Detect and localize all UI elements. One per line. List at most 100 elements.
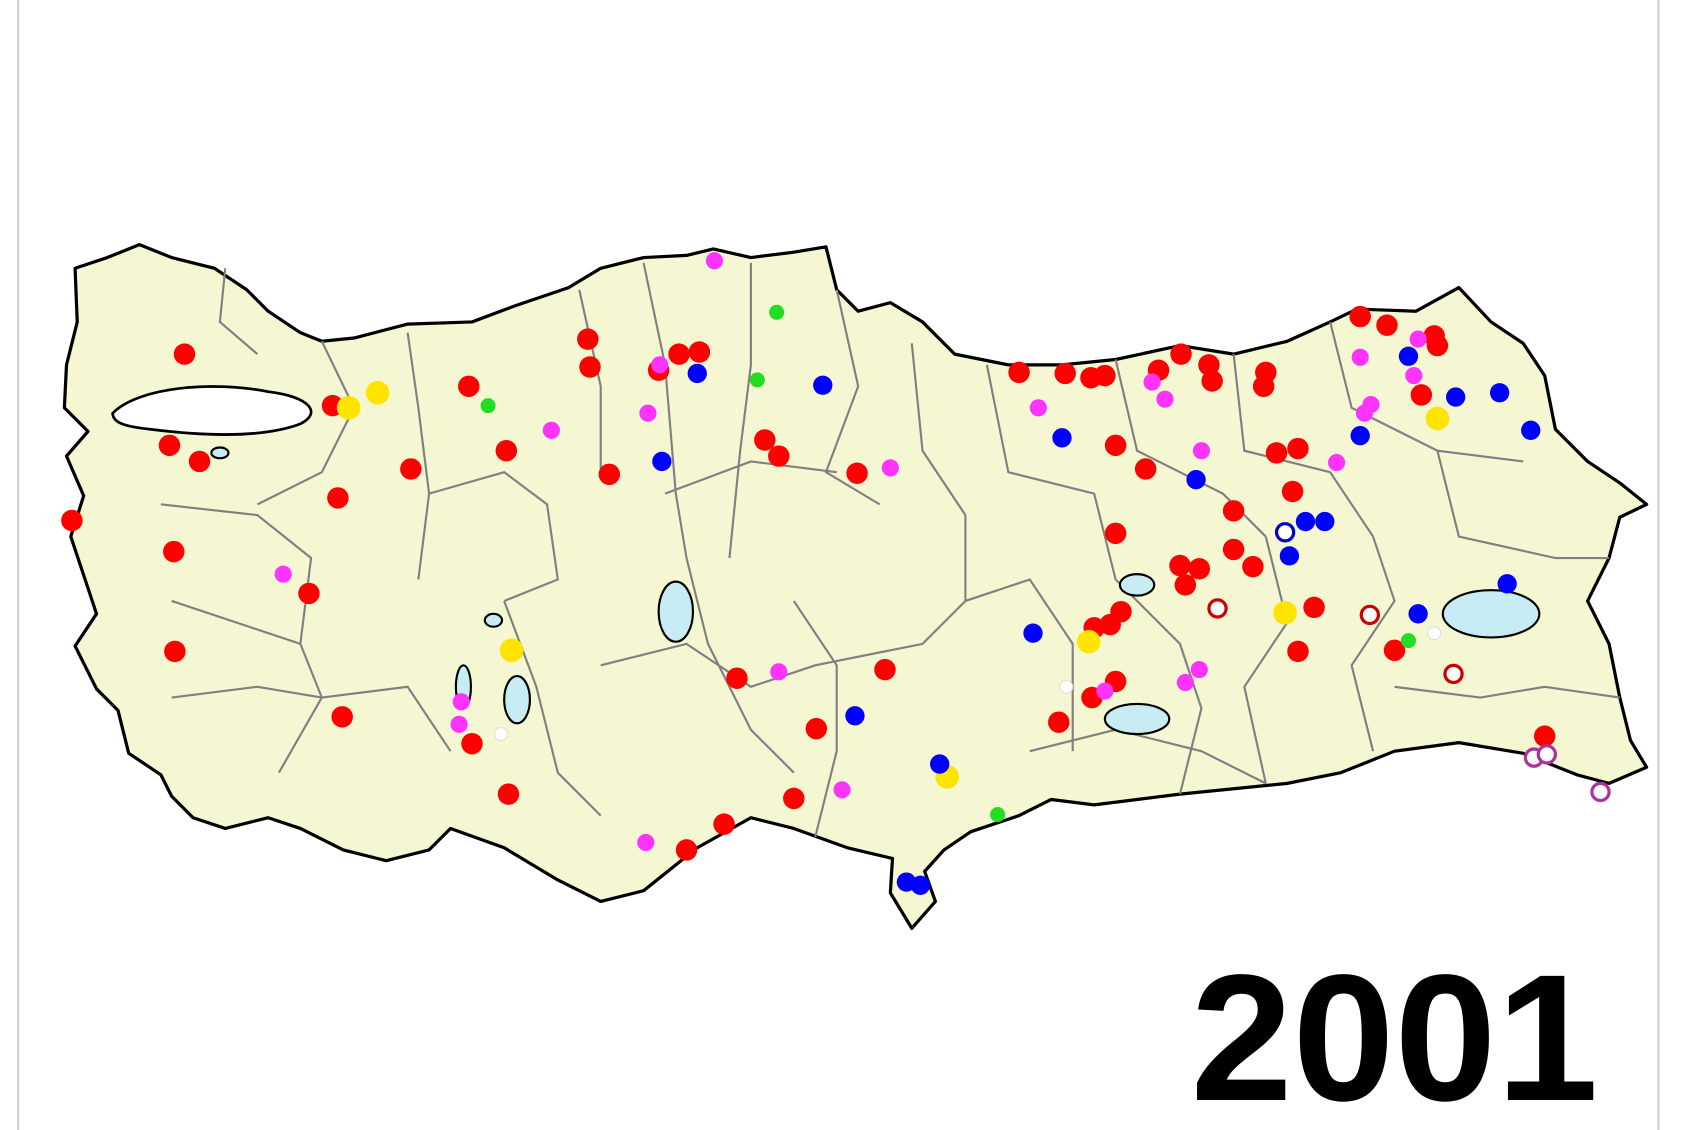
- red-marker: [874, 658, 896, 681]
- red-marker: [1252, 375, 1275, 398]
- red-marker: [497, 783, 520, 805]
- yellow-marker: [1076, 629, 1101, 654]
- red-marker: [579, 356, 601, 378]
- blue-marker: [910, 875, 931, 895]
- magenta-marker: [1351, 348, 1369, 366]
- green-marker: [749, 372, 765, 388]
- magenta-marker: [1409, 330, 1427, 348]
- red-marker: [173, 343, 196, 365]
- hollow-purple-marker: [1590, 781, 1611, 803]
- red-marker: [400, 458, 422, 480]
- red-marker: [1533, 725, 1556, 747]
- magenta-marker: [1156, 390, 1174, 408]
- magenta-marker: [705, 252, 724, 270]
- hollow-red-marker: [1359, 604, 1381, 626]
- yellow-marker: [1273, 600, 1297, 625]
- red-marker: [1287, 640, 1309, 663]
- hollow-red-marker: [1207, 598, 1228, 619]
- blue-marker: [1446, 387, 1466, 407]
- province-border: [1394, 685, 1620, 699]
- blue-marker: [1186, 470, 1206, 490]
- magenta-marker: [833, 781, 851, 799]
- blue-marker: [1350, 426, 1370, 446]
- lake-tuz: [657, 580, 695, 643]
- blue-marker: [1279, 546, 1300, 566]
- red-marker: [331, 706, 353, 728]
- white-marker: [1059, 679, 1074, 694]
- red-marker: [1188, 558, 1211, 580]
- red-marker: [458, 375, 480, 398]
- province-border: [685, 557, 795, 774]
- red-marker: [1198, 354, 1220, 376]
- province-border: [642, 262, 688, 559]
- red-marker: [713, 813, 735, 835]
- red-marker: [1094, 364, 1116, 387]
- red-marker: [158, 434, 181, 457]
- red-marker: [461, 732, 483, 755]
- province-border: [218, 268, 259, 355]
- red-marker: [61, 509, 83, 532]
- magenta-marker: [639, 404, 657, 422]
- red-marker: [1383, 639, 1406, 662]
- red-marker: [1169, 554, 1191, 577]
- red-marker: [1281, 480, 1304, 503]
- magenta-marker: [450, 715, 468, 733]
- lake-beysehir: [503, 674, 531, 725]
- magenta-marker: [1143, 373, 1161, 391]
- blue-marker: [1295, 511, 1316, 532]
- red-marker: [1303, 596, 1325, 619]
- province-border: [985, 364, 1117, 580]
- green-marker: [990, 806, 1006, 823]
- white-marker: [1427, 626, 1442, 641]
- province-border: [428, 470, 559, 602]
- magenta-marker: [1355, 404, 1374, 422]
- yellow-marker: [336, 395, 361, 420]
- red-marker: [1104, 434, 1127, 457]
- blue-marker: [845, 706, 865, 726]
- magenta-marker: [1029, 399, 1047, 417]
- red-marker: [1099, 613, 1121, 636]
- red-marker: [1170, 343, 1192, 365]
- hollow-blue-marker: [1274, 522, 1296, 543]
- red-marker: [668, 343, 690, 365]
- red-marker: [1054, 362, 1076, 385]
- province-border: [910, 343, 967, 601]
- lake: [483, 612, 504, 628]
- magenta-marker: [651, 356, 669, 374]
- red-marker: [768, 445, 790, 467]
- red-marker: [1174, 574, 1197, 596]
- province-border: [792, 600, 838, 838]
- red-marker: [163, 540, 185, 563]
- province-border: [1029, 728, 1267, 785]
- magenta-marker: [637, 833, 655, 851]
- blue-marker: [1315, 511, 1335, 532]
- year-label: 2001: [1191, 938, 1599, 1130]
- province-border: [664, 460, 837, 495]
- red-marker: [675, 839, 698, 861]
- blue-marker: [930, 754, 950, 774]
- province-borders: [160, 262, 1620, 838]
- magenta-marker: [770, 663, 788, 681]
- sea-of-marmara: [111, 385, 313, 436]
- hollow-purple-marker: [1536, 744, 1558, 765]
- red-marker: [1376, 314, 1398, 336]
- country-outline: [62, 243, 1649, 930]
- yellow-marker: [499, 638, 524, 663]
- lake: [210, 446, 230, 460]
- province-border: [965, 578, 1074, 752]
- red-marker: [726, 667, 748, 689]
- red-marker: [1349, 305, 1371, 328]
- blue-marker: [652, 451, 672, 472]
- red-marker: [188, 450, 211, 473]
- blue-marker: [1023, 623, 1043, 643]
- province-border: [171, 599, 323, 774]
- red-marker: [805, 717, 828, 740]
- red-marker: [754, 429, 776, 451]
- hollow-red-marker: [1443, 663, 1464, 685]
- province-border: [1350, 536, 1396, 752]
- magenta-marker: [1190, 661, 1208, 679]
- red-marker: [1201, 370, 1223, 392]
- red-marker: [783, 787, 805, 810]
- blue-marker: [1489, 383, 1510, 403]
- lake-van: [1441, 589, 1541, 639]
